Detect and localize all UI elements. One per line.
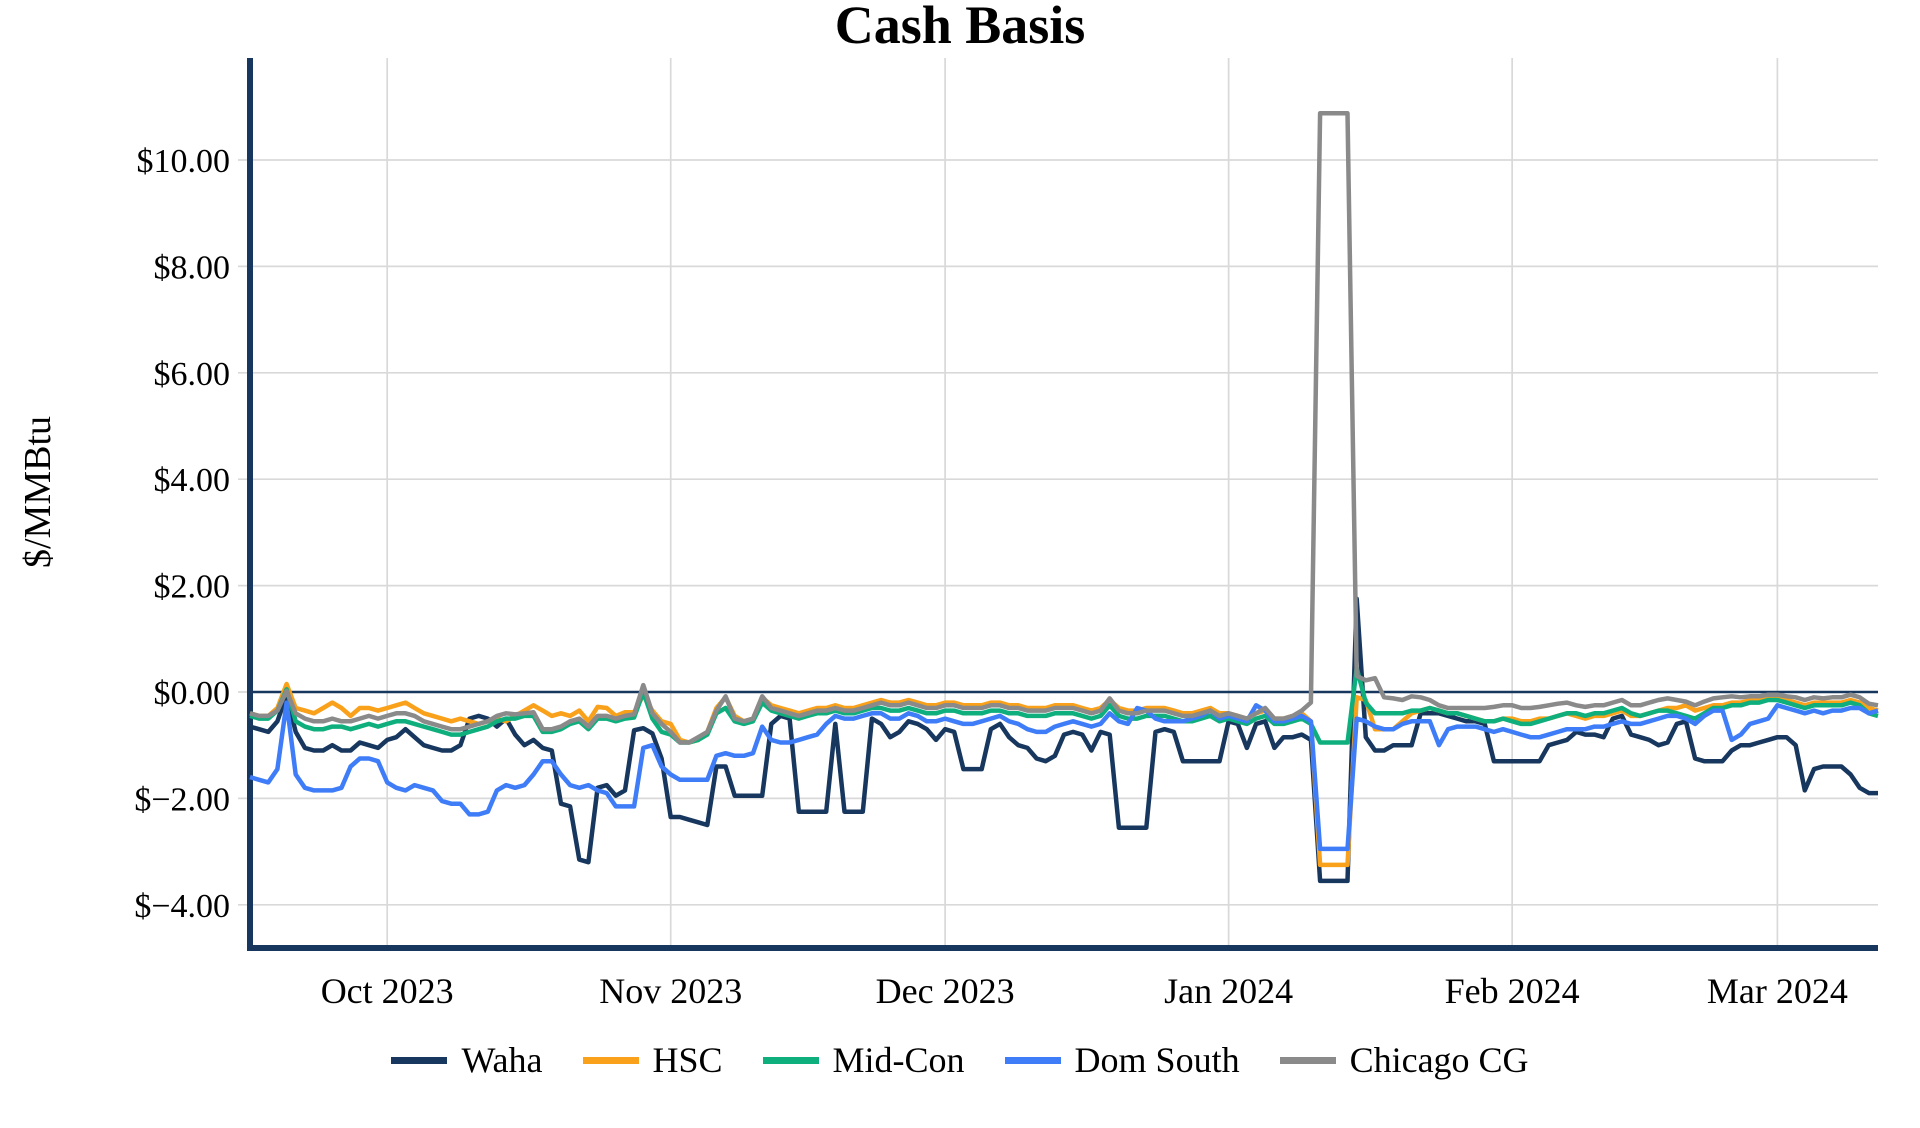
legend-item-dom-south: Dom South <box>1004 1040 1240 1080</box>
legend-item-mid-con: Mid-Con <box>762 1040 965 1080</box>
legend-swatch-chicago-cg <box>1279 1056 1336 1064</box>
x-tick-label: Mar 2024 <box>1707 971 1848 1011</box>
y-tick-label: $−2.00 <box>134 781 230 818</box>
y-tick-label: $8.00 <box>154 249 231 286</box>
legend-item-hsc: HSC <box>582 1040 723 1080</box>
x-tick-label: Nov 2023 <box>599 971 742 1011</box>
x-tick-label: Oct 2023 <box>321 971 454 1011</box>
y-tick-label: $2.00 <box>154 569 231 606</box>
legend-swatch-dom-south <box>1004 1056 1061 1064</box>
series-line-dom-south <box>249 700 1879 852</box>
x-tick-label: Dec 2023 <box>876 971 1015 1011</box>
y-tick-label: $10.00 <box>137 143 231 180</box>
y-tick-label: $6.00 <box>154 356 231 393</box>
legend-item-chicago-cg: Chicago CG <box>1279 1040 1529 1080</box>
y-tick-label: $0.00 <box>154 675 231 712</box>
legend-swatch-waha <box>391 1056 448 1064</box>
y-tick-label: $−4.00 <box>134 888 230 925</box>
legend-label-chicago-cg: Chicago CG <box>1349 1040 1529 1080</box>
legend-label-waha: Waha <box>461 1040 543 1080</box>
legend-swatch-mid-con <box>762 1056 819 1064</box>
y-axis-title: $/MMBtu <box>17 415 59 569</box>
chart-title: Cash Basis <box>834 0 1086 55</box>
legend-label-mid-con: Mid-Con <box>832 1040 965 1080</box>
x-tick-label: Feb 2024 <box>1445 971 1580 1011</box>
x-tick-label: Jan 2024 <box>1164 971 1293 1011</box>
legend-item-waha: Waha <box>391 1040 543 1080</box>
legend: Waha HSC Mid-Con Dom South Chicago CG <box>0 1042 1920 1078</box>
legend-swatch-hsc <box>582 1056 639 1064</box>
series-line-waha <box>249 596 1878 884</box>
legend-label-dom-south: Dom South <box>1074 1040 1240 1080</box>
series-line-chicago-cg <box>249 110 1879 745</box>
y-tick-label: $4.00 <box>154 462 231 499</box>
series-line-mid-con <box>249 665 1879 745</box>
legend-label-hsc: HSC <box>652 1040 723 1080</box>
